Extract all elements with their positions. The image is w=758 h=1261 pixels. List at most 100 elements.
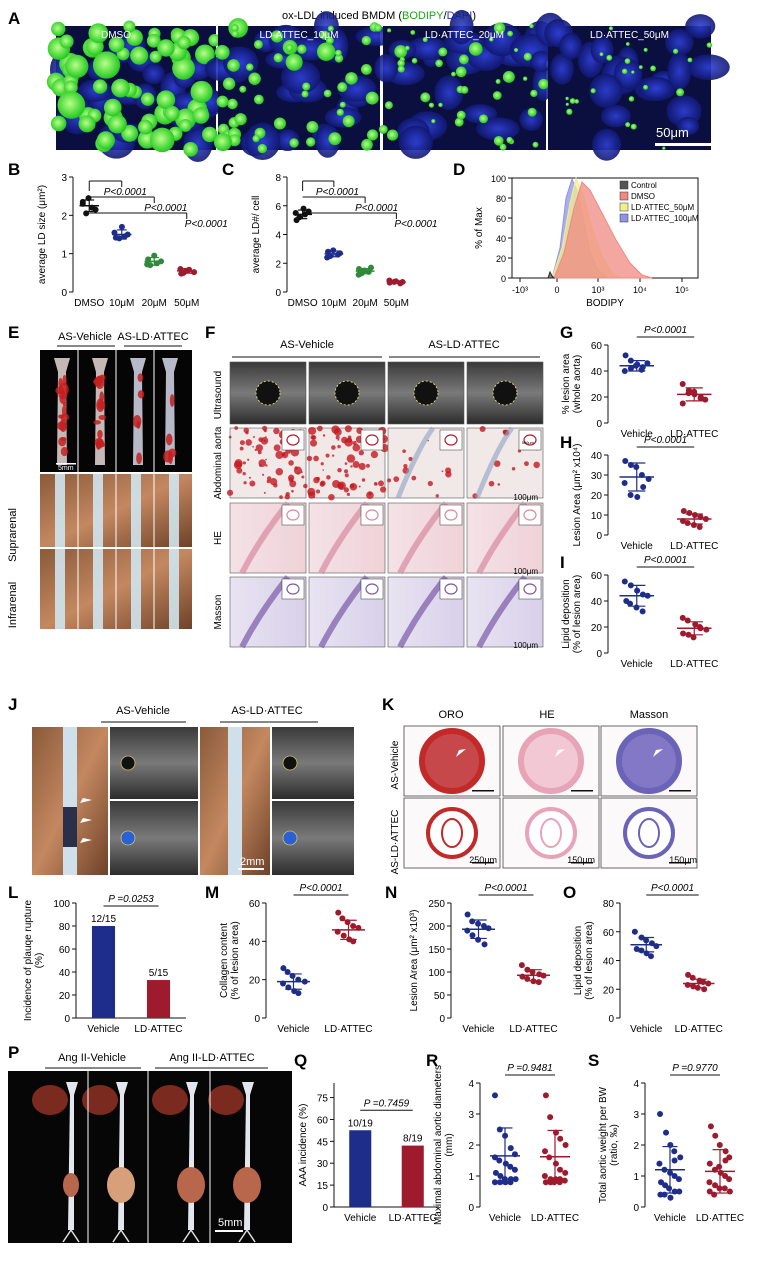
data-point [712, 1132, 719, 1139]
lipid-droplet [345, 72, 358, 85]
data-point [557, 1166, 564, 1173]
data-point [491, 1092, 498, 1099]
data-point [639, 608, 646, 615]
legend-entry: DMSO [631, 192, 655, 201]
lipid-droplet [234, 113, 247, 126]
y-tick-label: 0 [468, 1203, 474, 1214]
x-tick-label: LD·ATTEC [134, 1024, 182, 1035]
j-group-vehicle: AS-Vehicle [116, 705, 170, 717]
e-row-infrarenal: Infrarenal [7, 582, 19, 628]
y-tick-label: 40 [59, 968, 71, 979]
panel-e-images [40, 350, 192, 629]
oil-red-stain [279, 495, 283, 499]
lesion-stain [99, 374, 106, 381]
data-point [675, 1176, 682, 1183]
y-tick-label: 20 [59, 991, 71, 1002]
lipid-droplet [630, 123, 637, 130]
lesion-stain [98, 415, 107, 420]
oil-red-stain [245, 439, 253, 446]
iliac-branch [62, 1229, 80, 1243]
inset [439, 504, 463, 526]
y-tick-label: 40 [591, 597, 603, 608]
inset [360, 504, 384, 526]
inset [518, 429, 542, 451]
lipid-droplet [289, 138, 299, 148]
lipid-droplet [676, 88, 685, 97]
panel-o-chart: O 0 20 40 60 80 Lipid deposition (% of lesion a… [563, 883, 723, 1035]
nucleus [677, 116, 700, 136]
data-point [721, 1185, 728, 1192]
lumen [441, 818, 463, 848]
oil-red-stain [383, 438, 386, 440]
f-inset-scale: 500μm [522, 440, 535, 445]
x-tick-label: 50μM [384, 298, 409, 309]
oil-red-stain [435, 494, 439, 498]
oil-red-stain [259, 464, 262, 467]
y-tick-label: 0 [501, 274, 506, 284]
lipid-droplet [387, 28, 392, 33]
f-scale-1: 100μm [513, 493, 538, 502]
aorta-in-situ [131, 474, 141, 547]
lesion-stain [55, 386, 65, 395]
data-point [621, 368, 628, 374]
oil-red-stain [337, 467, 342, 473]
data-point [502, 1160, 509, 1167]
arrow-icon [80, 798, 92, 803]
inset-vessel [444, 583, 458, 595]
bar-label: 12/15 [91, 914, 116, 925]
lesion-stain [60, 413, 70, 422]
lipid-droplet [273, 53, 283, 63]
lipid-droplet [121, 124, 139, 142]
oil-red-stain [275, 450, 284, 459]
data-point [647, 953, 654, 960]
lipid-droplet [361, 35, 372, 46]
data-point [690, 634, 697, 641]
lipid-droplet [420, 92, 431, 103]
oil-red-stain [294, 466, 298, 470]
panel-letter: M [205, 883, 219, 902]
lipid-droplet [222, 77, 236, 90]
oil-red-stain [319, 481, 325, 487]
vessel-cross-section [120, 830, 136, 846]
lipid-droplet [384, 101, 393, 110]
y-tick-label: 10 [591, 511, 603, 522]
nucleus [530, 50, 553, 72]
lipid-droplet [172, 56, 195, 80]
bar [349, 1130, 372, 1207]
inset-vessel [286, 583, 300, 595]
oil-red-stain [328, 493, 335, 501]
y-tick-label: 20 [249, 976, 261, 987]
oil-red-stain [370, 450, 379, 459]
lipid-droplet [301, 90, 309, 98]
oil-red-stain [320, 462, 324, 466]
lipid-droplet [523, 76, 528, 81]
oil-red-stain [252, 445, 254, 448]
data-point [562, 1169, 569, 1176]
oil-red-stain [307, 487, 316, 496]
lesion-stain [60, 446, 69, 457]
histogram-series [547, 270, 556, 279]
legend-entry: LD·ATTEC_100μM [631, 214, 699, 223]
panel-k-images [403, 725, 698, 869]
lipid-droplet [569, 98, 576, 104]
legend-swatch [619, 191, 629, 201]
oil-red-stain [358, 450, 364, 456]
k-scale-3: 150μm [669, 855, 697, 865]
lipid-droplet [254, 39, 263, 49]
arrow-icon [653, 749, 663, 757]
oil-red-stain [346, 454, 356, 463]
lesion-stain [96, 398, 105, 413]
y-axis-label: Incidence of plauqe rupture [23, 899, 34, 1021]
data-point [497, 1173, 504, 1179]
lipid-droplet [397, 59, 405, 67]
lesion-stain [137, 390, 145, 399]
oil-red-stain [285, 491, 290, 497]
lipid-droplet [149, 50, 162, 63]
legend-swatch [619, 213, 629, 223]
oil-red-stain [234, 459, 243, 468]
y-axis-label: (% of lesion area) [230, 921, 241, 999]
data-point [658, 1179, 665, 1186]
lipid-droplet [306, 121, 319, 133]
f-row-he: HE [213, 531, 224, 545]
oil-red-stain [378, 480, 384, 487]
